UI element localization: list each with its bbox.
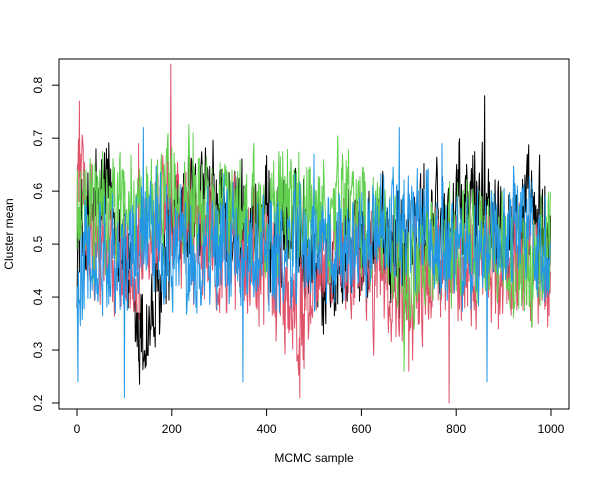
- x-tick-label: 800: [446, 422, 466, 436]
- x-tick-label: 200: [162, 422, 182, 436]
- x-axis: 0 200 400 600 800 1000: [74, 408, 565, 436]
- y-tick-label: 0.6: [31, 182, 45, 199]
- x-axis-title: MCMC sample: [274, 451, 354, 465]
- y-tick-label: 0.5: [31, 235, 45, 252]
- series-layer: [76, 63, 552, 404]
- x-tick-label: 400: [257, 422, 277, 436]
- y-tick-label: 0.7: [31, 129, 45, 146]
- y-axis: 0.2 0.3 0.4 0.5 0.6 0.7 0.8: [31, 77, 60, 411]
- y-tick-label: 0.2: [31, 394, 45, 411]
- y-tick-label: 0.4: [31, 288, 45, 305]
- x-tick-label: 600: [351, 422, 371, 436]
- series-line-4: [76, 127, 551, 399]
- y-axis-title: Cluster mean: [2, 198, 16, 269]
- x-tick-label: 0: [74, 422, 81, 436]
- x-tick-label: 1000: [538, 422, 565, 436]
- y-tick-label: 0.8: [31, 77, 45, 94]
- y-tick-label: 0.3: [31, 341, 45, 358]
